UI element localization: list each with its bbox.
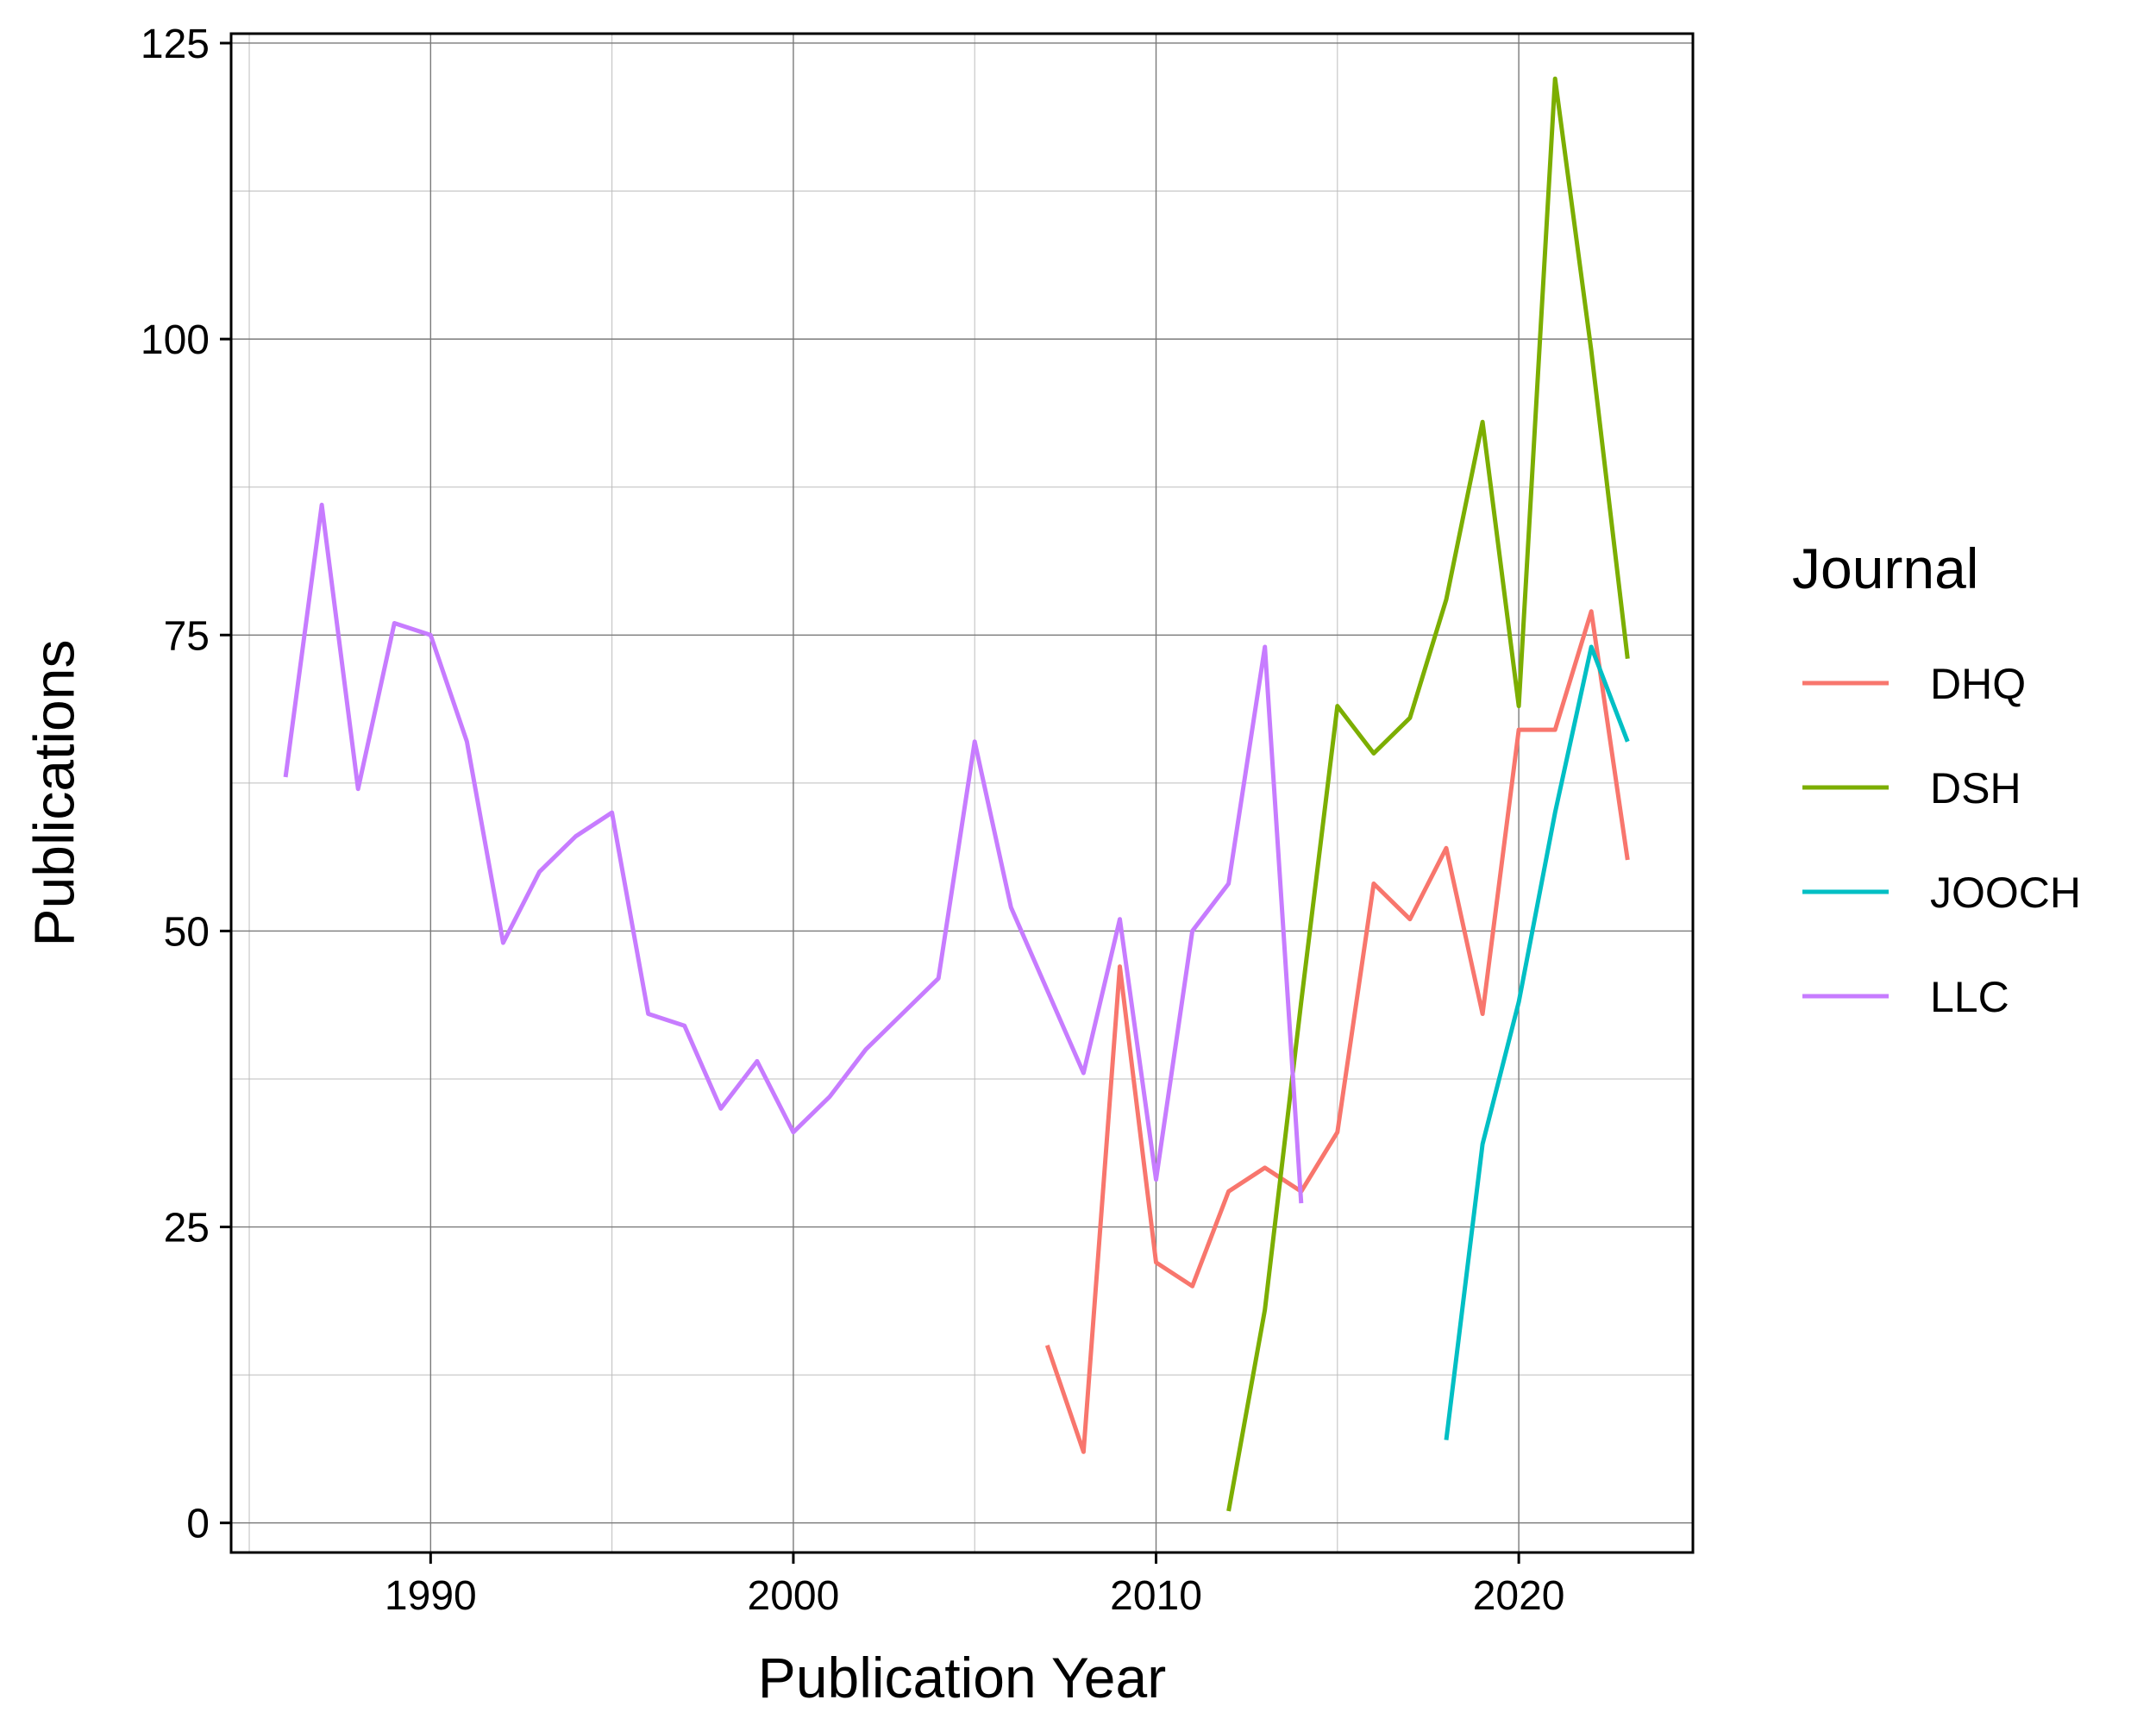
series-line-dsh	[1226, 76, 1630, 1512]
series-line-dhq	[1044, 609, 1630, 1454]
x-tick-label: 2020	[1473, 1573, 1565, 1619]
y-axis-title: Publications	[22, 640, 85, 947]
legend-label-jooch: JOOCH	[1930, 869, 2081, 917]
y-tick-label: 0	[186, 1502, 210, 1547]
legend-label-dsh: DSH	[1930, 764, 2021, 812]
series-lines	[283, 76, 1630, 1512]
y-tick-label: 125	[141, 22, 210, 67]
y-tick-label: 25	[164, 1206, 210, 1251]
x-axis-title: Publication Year	[758, 1646, 1166, 1709]
x-axis: 1990 2000 2010 2020	[385, 1552, 1565, 1619]
x-tick-label: 2010	[1110, 1573, 1202, 1619]
legend-label-llc: LLC	[1930, 973, 2009, 1021]
series-line-llc	[283, 502, 1304, 1204]
minor-gridlines	[231, 34, 1693, 1552]
legend: Journal DHQ DSH JOOCH LLC	[1792, 536, 2081, 1021]
y-tick-label: 75	[164, 613, 210, 659]
series-line-jooch	[1444, 644, 1630, 1440]
x-tick-label: 1990	[385, 1573, 477, 1619]
plot-panel-border	[229, 32, 1695, 1554]
y-axis: 0 25 50 75 100 125	[141, 22, 231, 1547]
y-tick-label: 50	[164, 909, 210, 955]
major-gridlines	[231, 34, 1693, 1552]
legend-title: Journal	[1792, 536, 1978, 600]
legend-label-dhq: DHQ	[1930, 660, 2026, 708]
y-tick-label: 100	[141, 317, 210, 363]
x-tick-label: 2000	[748, 1573, 840, 1619]
